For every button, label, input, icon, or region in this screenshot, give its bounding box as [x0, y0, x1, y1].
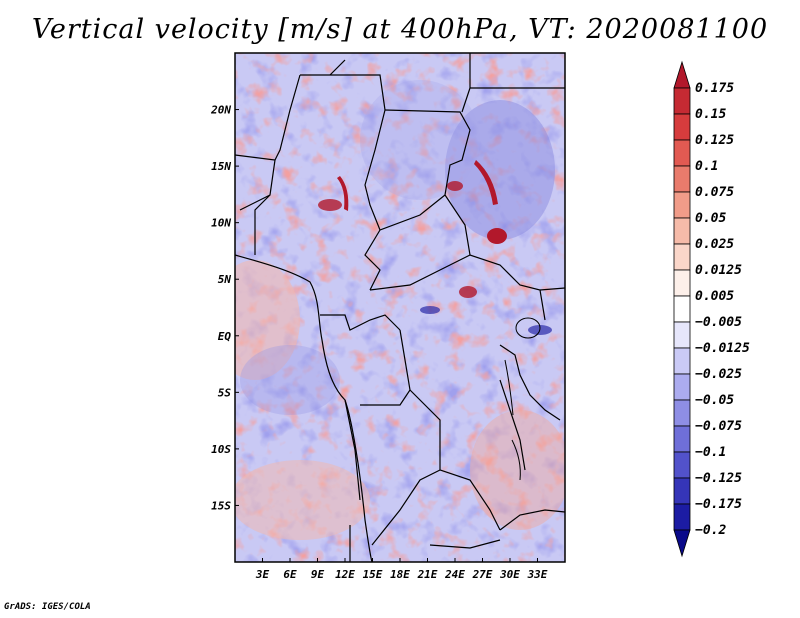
colorbar-label: −0.05	[695, 393, 734, 408]
colorbar-segment	[673, 503, 691, 531]
colorbar-segment	[673, 60, 691, 89]
lake-outlines	[504, 317, 541, 481]
colorbar-segment	[673, 399, 691, 427]
colorbar-segment	[673, 113, 691, 141]
colorbar-segment	[673, 451, 691, 479]
colorbar-label: 0.0125	[695, 263, 742, 278]
credit-text: GrADS: IGES/COLA	[4, 602, 91, 612]
colorbar-label: 0.175	[695, 81, 734, 96]
colorbar-segment	[673, 477, 691, 505]
colorbar-segment	[673, 373, 691, 401]
lon-label: 21E	[417, 568, 438, 581]
colorbar-segment	[673, 269, 691, 297]
colorbar-label: −0.125	[695, 471, 742, 486]
lon-label: 33E	[527, 568, 548, 581]
latitude-axis: 20N 15N 10N 5N EQ 5S 10S 15S	[210, 104, 239, 512]
colorbar-segment	[673, 243, 691, 271]
lat-label: 15S	[211, 499, 231, 512]
lon-label: 3E	[255, 568, 270, 581]
colorbar-label: 0.075	[695, 185, 734, 200]
colorbar-segment	[673, 165, 691, 193]
colorbar-label: −0.025	[695, 367, 742, 382]
colorbar-label: 0.05	[695, 211, 726, 226]
lat-label: 5N	[218, 273, 232, 286]
lat-label: EQ	[218, 330, 232, 343]
colorbar-segment	[673, 295, 691, 323]
lat-label: 10S	[211, 443, 231, 456]
colorbar-label: 0.025	[695, 237, 734, 252]
colorbar-label: −0.175	[695, 497, 742, 512]
lat-label: 20N	[210, 104, 231, 117]
colorbar-segment	[673, 217, 691, 245]
colorbar: 0.175 0.15 0.125 0.1 0.075 0.05 0.025 0.0125 0.0…	[673, 60, 750, 558]
colorbar-label: 0.005	[695, 289, 734, 304]
velocity-field	[235, 53, 565, 562]
colorbar-label: −0.1	[695, 445, 726, 460]
colorbar-segment	[673, 321, 691, 349]
lon-label: 27E	[472, 568, 493, 581]
colorbar-segment	[673, 347, 691, 375]
lon-label: 24E	[444, 568, 465, 581]
page-title: Vertical velocity [m/s] at 400hPa, VT: 2…	[31, 14, 769, 45]
colorbar-segment	[673, 87, 691, 115]
lon-label: 12E	[335, 568, 355, 581]
colorbar-segment	[673, 191, 691, 219]
colorbar-label: 0.1	[695, 159, 718, 174]
lon-label: 9E	[311, 568, 325, 581]
lon-label: 18E	[390, 568, 410, 581]
colorbar-segment	[673, 139, 691, 167]
colorbar-label: 0.125	[695, 133, 734, 148]
lat-label: 15N	[211, 160, 231, 173]
colorbar-label: −0.005	[695, 315, 742, 330]
colorbar-label: 0.15	[695, 107, 726, 122]
longitude-axis: 3E 6E 9E 12E 15E 18E 21E 24E 27E 30E 33E	[255, 558, 548, 581]
colorbar-label: −0.2	[695, 523, 726, 538]
country-boundaries	[235, 53, 565, 562]
colorbar-segment	[673, 425, 691, 453]
lon-label: 15E	[363, 568, 383, 581]
colorbar-segment	[673, 529, 691, 558]
lat-label: 5S	[218, 386, 232, 399]
colorbar-label: −0.0125	[695, 341, 750, 356]
lon-label: 30E	[499, 568, 520, 581]
colorbar-label: −0.075	[695, 419, 742, 434]
lon-label: 6E	[283, 568, 297, 581]
lat-label: 10N	[211, 217, 231, 230]
